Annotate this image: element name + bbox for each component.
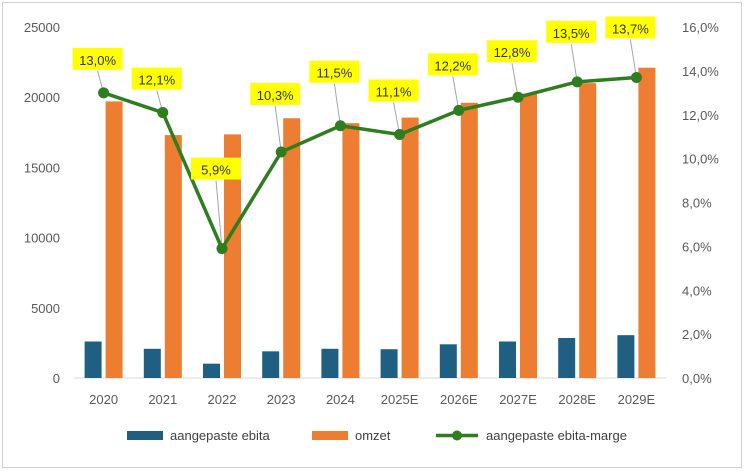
legend-swatch-omzet: [312, 431, 348, 440]
bar-omzet: [579, 83, 597, 378]
data-label-box: [191, 157, 241, 180]
bar-aangepaste-ebita: [321, 348, 339, 378]
legend-label-aangepaste-ebita: aangepaste ebita: [170, 428, 271, 443]
data-label-box: [546, 20, 597, 43]
y-right-tick-label: 14,0%: [682, 64, 719, 79]
line-marker: [630, 71, 642, 83]
data-label-box: [605, 16, 656, 39]
x-tick-label: 2024: [326, 392, 355, 407]
line-aangepaste-ebita-marge: [103, 75, 637, 251]
x-tick-label: 2021: [148, 392, 177, 407]
bar-omzet: [105, 101, 123, 379]
x-tick-label: 2022: [208, 392, 237, 407]
bar-aangepaste-ebita: [84, 341, 102, 378]
line-marker: [394, 128, 406, 140]
data-label-box: [487, 40, 537, 63]
bar-omzet: [164, 135, 182, 378]
line-marker: [275, 146, 287, 158]
y-left-tick-label: 15000: [24, 160, 60, 175]
bar-aangepaste-ebita: [262, 351, 280, 378]
legend-marker-aangepaste-ebita-marge: [452, 430, 462, 441]
line-marker: [216, 243, 228, 255]
data-label: 10,3%: [257, 88, 294, 103]
bar-omzet: [224, 134, 241, 378]
bar-omzet: [342, 123, 360, 378]
legend-label-omzet: omzet: [355, 428, 391, 443]
bar-aangepaste-ebita: [499, 341, 516, 378]
line-marker: [571, 76, 583, 88]
bar-aangepaste-ebita: [617, 335, 635, 378]
x-tick-label: 2026E: [440, 392, 478, 407]
line-marker: [512, 91, 524, 103]
data-label-box: [427, 53, 478, 76]
y-right-tick-label: 8,0%: [682, 196, 712, 211]
y-right-tick-label: 16,0%: [682, 20, 719, 35]
data-label-leader: [570, 43, 578, 82]
data-label: 12,1%: [138, 73, 175, 88]
bar-aangepaste-ebita: [203, 363, 220, 378]
data-label-box: [368, 79, 419, 102]
bar-omzet: [638, 67, 656, 378]
y-right-tick-label: 4,0%: [682, 283, 712, 298]
data-label-box: [309, 60, 360, 83]
line-marker: [334, 120, 346, 132]
x-tick-label: 2028E: [558, 392, 596, 407]
x-tick-label: 2029E: [618, 392, 656, 407]
data-label-leader: [511, 63, 519, 98]
data-label-leader: [629, 39, 637, 78]
data-label: 13,0%: [79, 53, 116, 68]
y-right-tick-label: 10,0%: [682, 152, 719, 167]
data-label-box: [131, 67, 182, 90]
x-tick-label: 2023: [267, 392, 296, 407]
y-left-tick-label: 25000: [24, 20, 60, 35]
line-marker: [157, 107, 169, 119]
bar-aangepaste-ebita: [558, 337, 576, 378]
data-label: 5,9%: [201, 163, 231, 178]
y-left-tick-label: 0: [53, 371, 60, 386]
bar-omzet: [283, 118, 301, 378]
line-marker: [453, 104, 465, 116]
x-tick-label: 2025E: [381, 392, 419, 407]
bar-omzet: [460, 102, 478, 378]
data-label: 13,7%: [612, 21, 649, 36]
y-right-tick-label: 6,0%: [682, 239, 712, 254]
y-right-tick-label: 12,0%: [682, 108, 719, 123]
x-tick-label: 2027E: [499, 392, 537, 407]
bar-omzet: [520, 93, 537, 378]
bar-omzet: [401, 117, 419, 379]
bar-aangepaste-ebita: [439, 344, 457, 378]
data-label-box: [72, 47, 123, 70]
bar-aangepaste-ebita: [143, 348, 161, 378]
data-label: 11,1%: [376, 84, 412, 99]
y-right-tick-label: 2,0%: [682, 327, 712, 342]
data-label: 11,5%: [316, 66, 352, 81]
y-left-tick-label: 20000: [24, 90, 60, 105]
data-label: 13,5%: [553, 26, 590, 41]
data-label-box: [250, 83, 301, 106]
data-label: 12,8%: [494, 45, 531, 60]
line-marker: [98, 87, 110, 99]
data-label: 12,2%: [434, 58, 471, 73]
y-right-tick-label: 0,0%: [682, 371, 712, 386]
x-tick-label: 2020: [89, 392, 118, 407]
y-left-tick-label: 5000: [31, 301, 60, 316]
y-left-tick-label: 10000: [24, 231, 60, 246]
legend-swatch-aangepaste-ebita: [127, 431, 163, 440]
data-label-leader: [452, 76, 460, 111]
data-label-leader: [215, 180, 223, 249]
data-label-leader: [333, 83, 341, 126]
legend-label-aangepaste-ebita-marge: aangepaste ebita-marge: [486, 428, 627, 443]
bar-aangepaste-ebita: [380, 349, 398, 378]
data-label-leader: [274, 105, 282, 153]
